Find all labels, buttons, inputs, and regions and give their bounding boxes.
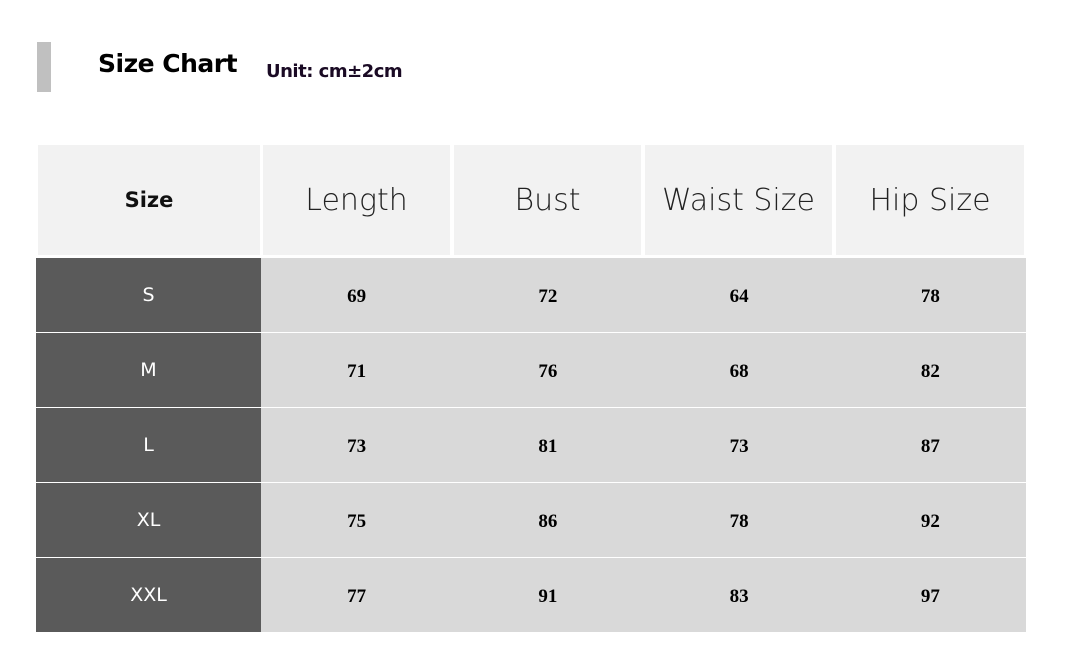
table-row: XL 75 86 78 92 <box>36 483 1026 557</box>
accent-bar <box>37 42 51 92</box>
value-cell: 73 <box>729 435 749 457</box>
value-cell: 64 <box>729 285 749 307</box>
value-cell: 71 <box>347 360 367 382</box>
value-cell: 78 <box>729 510 749 532</box>
value-cells: 71 76 68 82 <box>261 333 1026 407</box>
value-cell: 97 <box>920 585 940 607</box>
value-cell: 76 <box>538 360 558 382</box>
size-cell: S <box>36 258 261 332</box>
size-cell: L <box>36 408 261 482</box>
value-cells: 69 72 64 78 <box>261 258 1026 332</box>
value-cells: 75 86 78 92 <box>261 483 1026 557</box>
value-cell: 92 <box>920 510 940 532</box>
value-cell: 78 <box>920 285 940 307</box>
value-cell: 87 <box>920 435 940 457</box>
header-bust: Bust <box>454 145 641 255</box>
header-hip: Hip Size <box>836 145 1024 255</box>
unit-label: Unit: cm±2cm <box>266 61 403 82</box>
value-cell: 91 <box>538 585 558 607</box>
page-title: Size Chart <box>98 49 238 78</box>
value-cell: 68 <box>729 360 749 382</box>
table-row: S 69 72 64 78 <box>36 258 1026 332</box>
table-row: M 71 76 68 82 <box>36 333 1026 407</box>
size-cell: XXL <box>36 558 261 632</box>
value-cell: 72 <box>538 285 558 307</box>
table-row: L 73 81 73 87 <box>36 408 1026 482</box>
size-cell: M <box>36 333 261 407</box>
header-waist: Waist Size <box>645 145 832 255</box>
value-cell: 69 <box>347 285 367 307</box>
header-size: Size <box>38 145 260 255</box>
table-row: XXL 77 91 83 97 <box>36 558 1026 632</box>
value-cell: 75 <box>347 510 367 532</box>
value-cell: 81 <box>538 435 558 457</box>
value-cells: 73 81 73 87 <box>261 408 1026 482</box>
value-cell: 86 <box>538 510 558 532</box>
value-cell: 82 <box>920 360 940 382</box>
value-cells: 77 91 83 97 <box>261 558 1026 632</box>
value-cell: 73 <box>347 435 367 457</box>
size-cell: XL <box>36 483 261 557</box>
value-cell: 83 <box>729 585 749 607</box>
header-length: Length <box>263 145 450 255</box>
value-cell: 77 <box>347 585 367 607</box>
